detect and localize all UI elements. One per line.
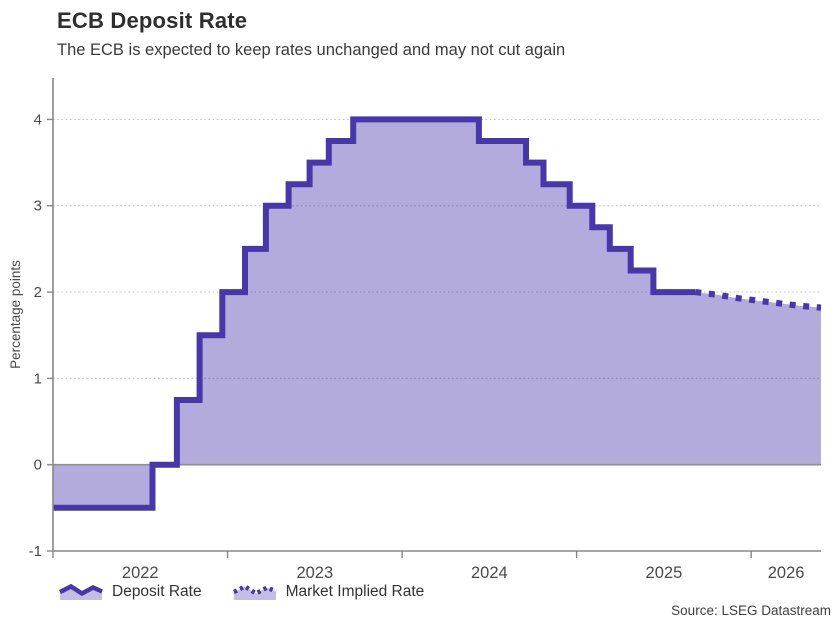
deposit-rate-area [53, 119, 821, 508]
legend-item-deposit-rate: Deposit Rate [58, 581, 202, 603]
source-credit: Source: LSEG Datastream [671, 603, 831, 618]
page-title: ECB Deposit Rate [57, 8, 248, 33]
y-tick-label-4: 4 [34, 111, 42, 128]
y-tick-label--1: -1 [29, 543, 42, 560]
solid-line-swatch-icon [58, 583, 103, 600]
axis-labels: -1 0 1 2 3 4 2022 2023 2024 2025 2026 Percentage po… [8, 111, 804, 582]
x-tick-label-2024: 2024 [471, 564, 508, 582]
deposit-rate-step-line [53, 116, 696, 511]
x-tick-label-2026: 2026 [768, 564, 805, 582]
legend-label-deposit-rate: Deposit Rate [112, 583, 202, 600]
dotted-line-swatch-icon [232, 583, 277, 600]
y-tick-label-3: 3 [34, 198, 42, 215]
x-tick-label-2023: 2023 [296, 564, 333, 582]
y-axis-title: Percentage points [8, 260, 23, 369]
chart-legend: Deposit Rate Market Implied Rate [58, 581, 424, 603]
y-tick-label-0: 0 [34, 457, 42, 474]
x-tick-label-2025: 2025 [646, 564, 683, 582]
deposit-rate-line [53, 116, 696, 511]
page-subtitle: The ECB is expected to keep rates unchan… [57, 41, 566, 59]
legend-item-market-implied-rate: Market Implied Rate [232, 581, 425, 603]
y-tick-label-1: 1 [34, 370, 42, 387]
axes [47, 78, 821, 558]
legend-label-market-implied-rate: Market Implied Rate [285, 583, 425, 600]
x-tick-label-2022: 2022 [122, 564, 159, 582]
deposit-rate-area-fill [53, 119, 821, 508]
y-tick-label-2: 2 [34, 284, 42, 301]
